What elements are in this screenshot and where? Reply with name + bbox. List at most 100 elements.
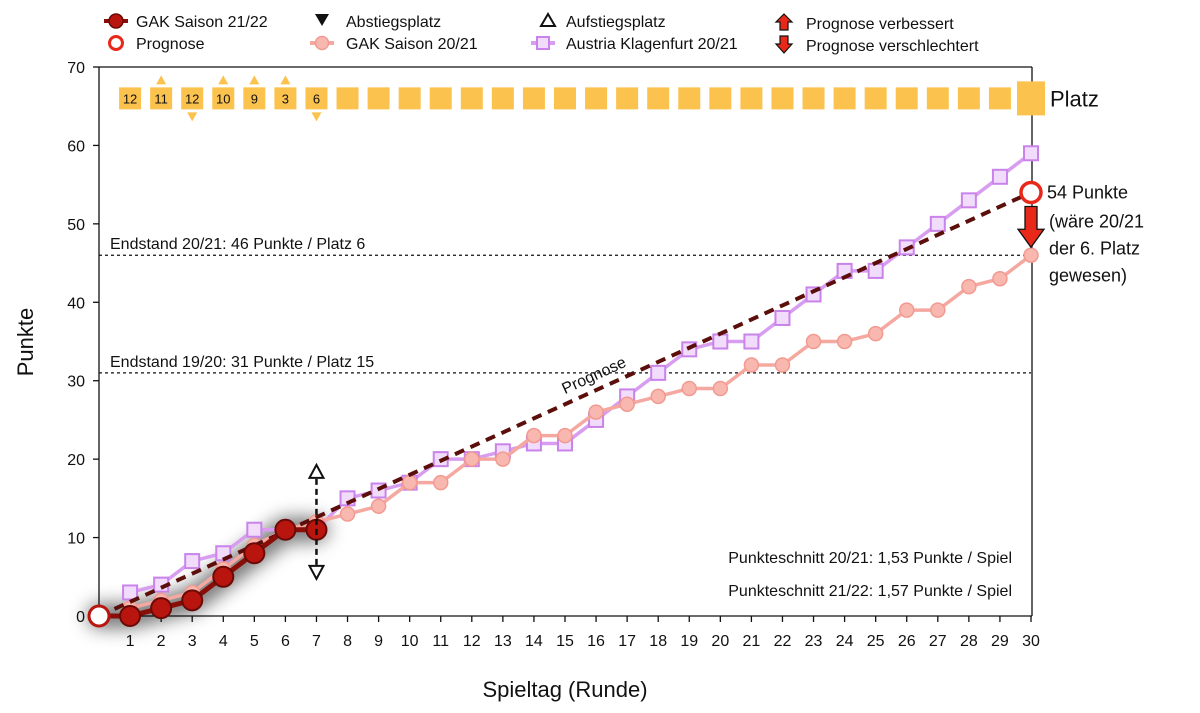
y-tick-label: 60 (67, 138, 85, 155)
x-axis-label: Spieltag (Runde) (482, 677, 647, 702)
legend-label: Aufstiegsplatz (566, 14, 666, 31)
place-box (957, 87, 980, 110)
triangle-up-icon (539, 12, 557, 27)
legend-item-verbessert: Prognose verbessert (774, 13, 954, 33)
point-klagenfurt (774, 309, 791, 326)
legend-label: Austria Klagenfurt 20/21 (566, 36, 738, 53)
point-gak-2021 (650, 388, 666, 405)
point-klagenfurt (650, 364, 667, 381)
point-gak-2021 (588, 404, 604, 420)
legend-label: Prognose (136, 36, 205, 53)
reference-lines: Endstand 20/21: 46 Punkte / Platz 6 Endst… (99, 236, 1031, 374)
point-klagenfurt (122, 584, 139, 601)
point-gak-2021 (898, 302, 915, 318)
arrow-up-icon (774, 13, 794, 31)
place-box (554, 87, 576, 110)
marker-layer: 54 Punkte (wäre 20/21 der 6. Platz gewesen) (307, 180, 1144, 581)
point-gak-2021 (836, 333, 853, 350)
start-point (87, 604, 111, 628)
triangle-up-icon (307, 462, 326, 479)
x-tick-label: 15 (556, 633, 574, 650)
point-gak-2122 (181, 589, 204, 612)
point-klagenfurt (867, 262, 884, 279)
place-box (647, 87, 670, 110)
place-box (491, 87, 514, 110)
legend-item-aufstiegsplatz: Aufstiegsplatz (539, 12, 666, 31)
point-gak-2021 (432, 474, 449, 491)
point-gak-2021 (557, 427, 573, 444)
place-box (150, 87, 173, 110)
place-box (926, 87, 949, 110)
place-row-label: Platz (1050, 86, 1099, 111)
x-tick-label: 25 (867, 633, 885, 650)
place-box (212, 87, 235, 110)
point-gak-2122 (212, 565, 235, 588)
point-klagenfurt (246, 521, 263, 538)
point-klagenfurt (929, 215, 946, 232)
x-tick-label: 12 (463, 633, 481, 650)
prognose-note-line: (wäre 20/21 (1049, 211, 1144, 231)
point-gak-2021 (339, 506, 356, 522)
place-box (585, 87, 608, 110)
prognose-point-label: 54 Punkte (1047, 182, 1128, 202)
place-number: 12 (185, 91, 199, 106)
place-box (709, 87, 732, 110)
triangle-down-icon (315, 14, 329, 26)
point-gak-2122 (119, 605, 142, 627)
place-box (522, 87, 545, 110)
legend-item-gak-2122: GAK Saison 21/22 (104, 13, 268, 31)
point-gak-2122 (150, 597, 173, 620)
x-tick-label: 16 (587, 633, 605, 650)
place-number: 10 (216, 91, 230, 106)
place-box (740, 87, 763, 110)
place-box (243, 87, 266, 110)
point-klagenfurt (184, 553, 201, 570)
y-axis-label: Punkte (13, 308, 38, 377)
place-up-marker (249, 75, 260, 85)
y-tick-label: 0 (76, 609, 85, 626)
legend-label: GAK Saison 20/21 (346, 36, 478, 53)
x-tick-label: 2 (157, 633, 166, 650)
place-box (678, 87, 701, 110)
annotation-average-2021: Punkteschnitt 20/21: 1,53 Punkte / Spiel (728, 550, 1012, 567)
legend-label: Prognose verschlechtert (806, 38, 979, 55)
point-gak-2021 (464, 451, 480, 467)
x-tick-label: 4 (219, 633, 228, 650)
x-tick-label: 8 (343, 633, 352, 650)
arrow-down-icon (774, 35, 794, 54)
x-tick-label: 19 (680, 633, 698, 650)
x-tick-label: 14 (525, 633, 543, 650)
place-box (771, 87, 794, 110)
triangle-down-icon (307, 564, 326, 581)
x-tick-label: 28 (960, 633, 978, 650)
place-number: 3 (282, 91, 289, 106)
legend-item-abstiegsplatz: Abstiegsplatz (315, 14, 441, 31)
reference-line-label: Endstand 19/20: 31 Punkte / Platz 15 (110, 354, 374, 371)
place-box (802, 87, 825, 110)
y-tick-label: 40 (67, 295, 85, 312)
place-number: 12 (123, 91, 137, 106)
point-klagenfurt (743, 333, 760, 350)
point-gak-2021 (867, 325, 884, 342)
place-number: 6 (313, 91, 320, 106)
x-tick-label: 21 (743, 633, 761, 650)
x-tick-label: 5 (250, 633, 259, 650)
point-gak-2021 (961, 278, 977, 295)
place-box (864, 87, 887, 110)
place-box (274, 87, 297, 110)
point-gak-2021 (401, 474, 418, 491)
place-row: 12 11 12 10 9 3 6 Platz (119, 75, 1099, 122)
place-down-marker (187, 112, 198, 122)
x-tick-label: 29 (991, 633, 1009, 650)
point-gak-2021 (992, 271, 1008, 287)
place-up-marker (156, 75, 167, 85)
annotation-average-2122: Punkteschnitt 21/22: 1,57 Punkte / Spiel (728, 583, 1012, 600)
legend-item-gak-2021: GAK Saison 20/21 (310, 35, 478, 53)
axes-frame (98, 66, 1033, 617)
x-tick-label: 20 (711, 633, 729, 650)
place-box (367, 87, 390, 110)
x-tick-label: 30 (1022, 633, 1040, 650)
point-gak-2021 (743, 357, 760, 373)
arrow-down-icon (1016, 205, 1046, 249)
